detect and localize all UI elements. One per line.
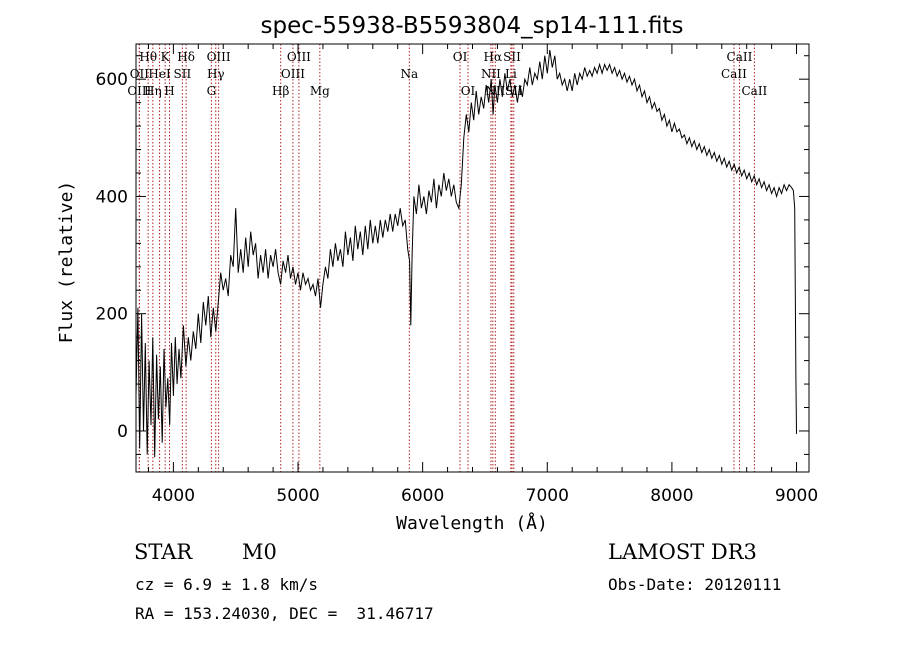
line-label-17: CaII	[721, 67, 747, 81]
line-label-16: Li	[505, 67, 517, 81]
chart-title: spec-55938-B5593804_sp14-111.fits	[261, 13, 684, 39]
line-label-15: NII	[481, 67, 501, 81]
line-label-12: Hγ	[207, 67, 225, 81]
line-label-7: SII	[503, 50, 521, 64]
y-axis-label: Flux (relative)	[56, 181, 77, 344]
line-label-1: K	[161, 50, 171, 64]
x-tick-label: 8000	[650, 486, 693, 506]
line-label-9: OII	[130, 67, 150, 81]
line-label-20: H	[164, 84, 174, 98]
y-tick-label: 200	[96, 305, 128, 325]
line-label-8: CaII	[727, 50, 753, 64]
line-label-10: HeI	[148, 67, 171, 81]
spectral-subclass: M0	[242, 540, 277, 564]
line-label-24: OI	[461, 84, 476, 98]
x-axis-label: Wavelength (Å)	[396, 512, 548, 534]
line-label-27: CaII	[741, 84, 767, 98]
y-tick-label: 0	[117, 422, 128, 442]
line-label-22: Hβ	[272, 84, 289, 98]
line-label-13: OIII	[281, 67, 305, 81]
spectrum-series-line	[135, 49, 797, 458]
observation-date: Obs-Date: 20120111	[608, 575, 782, 594]
line-label-6: Hα	[484, 50, 503, 64]
y-tick-label: 600	[96, 70, 128, 90]
x-tick-label: 4000	[152, 486, 195, 506]
line-label-14: Na	[400, 67, 418, 81]
x-tick-label: 7000	[526, 486, 569, 506]
y-tick-label: 400	[96, 187, 128, 207]
survey-name: LAMOST DR3	[608, 540, 757, 564]
object-class: STAR	[134, 540, 193, 564]
line-label-21: G	[207, 84, 217, 98]
line-label-3: OIII	[207, 50, 231, 64]
x-tick-label: 9000	[775, 486, 818, 506]
line-label-11: SII	[174, 67, 192, 81]
line-label-19: Hη	[144, 84, 162, 98]
line-label-23: Mg	[310, 84, 330, 98]
y-axis-ticks: 0 200 400 600	[96, 55, 809, 455]
line-label-0: Hθ	[139, 50, 157, 64]
line-label-2: Hδ	[177, 50, 195, 64]
coordinates: RA = 153.24030, DEC = 31.46717	[135, 604, 434, 623]
line-label-4: OIII	[287, 50, 311, 64]
line-label-18: OIII	[127, 84, 151, 98]
x-tick-label: 5000	[276, 486, 319, 506]
x-axis-ticks: 4000 5000 6000 7000 8000 9000	[147, 44, 818, 506]
line-label-5: OI	[453, 50, 468, 64]
x-tick-label: 6000	[401, 486, 444, 506]
redshift-info: cz = 6.9 ± 1.8 km/s	[135, 575, 319, 594]
